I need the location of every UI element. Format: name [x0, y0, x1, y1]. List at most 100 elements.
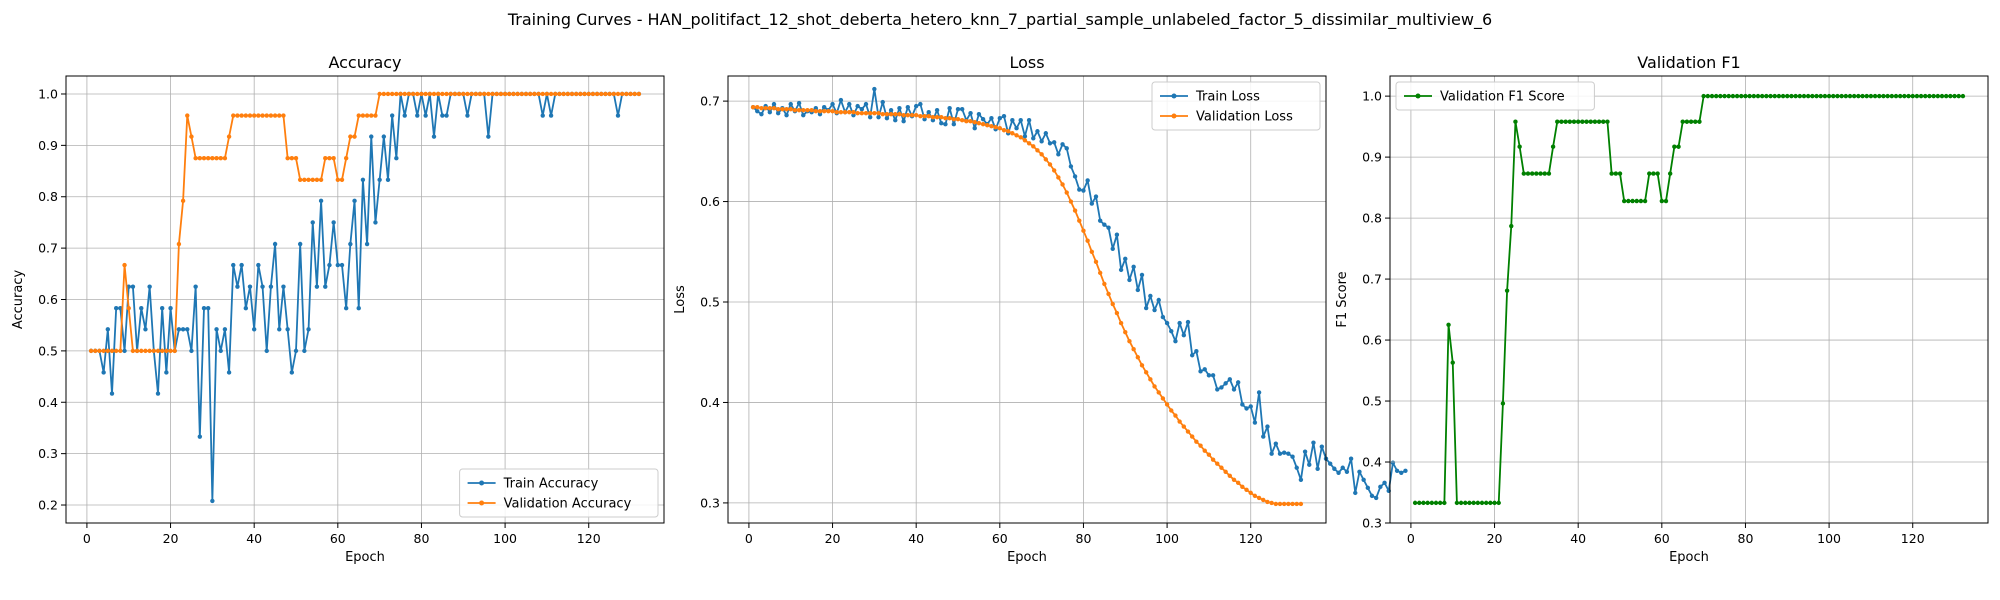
- data-point: [1106, 291, 1111, 297]
- data-point: [1010, 131, 1015, 136]
- data-point: [1031, 136, 1036, 141]
- x-tick-label: 100: [1155, 531, 1179, 546]
- data-point: [147, 284, 152, 289]
- data-point: [1500, 401, 1506, 406]
- data-point: [750, 104, 756, 110]
- data-point: [1801, 93, 1807, 99]
- data-point: [780, 106, 785, 112]
- data-point: [884, 115, 890, 121]
- data-point: [1189, 353, 1195, 358]
- data-point: [218, 348, 223, 354]
- data-point: [1642, 198, 1648, 204]
- data-point: [1001, 128, 1007, 133]
- data-point: [1759, 93, 1765, 99]
- data-point: [1336, 470, 1341, 475]
- data-point: [540, 113, 545, 118]
- legend-label: Train Accuracy: [503, 477, 599, 492]
- data-point: [1713, 93, 1719, 99]
- data-point: [189, 348, 194, 354]
- data-point: [385, 91, 391, 97]
- data-point: [1517, 144, 1522, 149]
- data-point: [951, 116, 957, 122]
- data-point: [348, 241, 353, 247]
- data-point: [913, 112, 919, 118]
- data-point: [1956, 93, 1961, 99]
- y-tick-label: 1.0: [1362, 89, 1382, 104]
- data-point: [164, 348, 169, 354]
- data-point: [1210, 373, 1216, 378]
- data-point: [1609, 171, 1614, 176]
- data-point: [1680, 119, 1685, 124]
- data-point: [590, 91, 596, 97]
- data-point: [402, 113, 407, 118]
- legend-box: [1395, 81, 1595, 111]
- data-point: [1269, 451, 1274, 456]
- data-point: [1231, 477, 1237, 483]
- data-point: [792, 107, 798, 113]
- data-point: [909, 112, 915, 118]
- data-point: [801, 112, 806, 118]
- data-point: [1081, 188, 1086, 193]
- data-point: [972, 120, 977, 125]
- data-point: [934, 114, 940, 120]
- data-point: [168, 348, 173, 354]
- data-point: [1035, 129, 1040, 134]
- axes-frame: [727, 75, 1327, 524]
- data-point: [1369, 493, 1375, 499]
- data-point: [285, 327, 290, 332]
- data-point: [1885, 93, 1890, 99]
- y-tick-label: 0.7: [38, 241, 58, 256]
- data-point: [260, 113, 265, 118]
- data-point: [1550, 144, 1556, 149]
- data-point: [1651, 171, 1656, 176]
- data-point: [1332, 466, 1337, 471]
- data-point: [1169, 408, 1174, 413]
- data-point: [118, 348, 123, 354]
- data-point: [939, 121, 944, 126]
- data-point: [189, 134, 194, 139]
- data-point: [1663, 198, 1669, 204]
- y-axis-label: Loss: [673, 285, 688, 314]
- data-point: [1261, 434, 1266, 439]
- data-point: [176, 327, 182, 332]
- data-point: [1294, 501, 1299, 507]
- data-point: [1265, 424, 1270, 429]
- data-point: [1185, 429, 1191, 434]
- data-point: [1056, 152, 1061, 157]
- data-point: [759, 111, 764, 117]
- data-point: [339, 262, 345, 268]
- data-point: [880, 99, 885, 105]
- data-point: [343, 306, 349, 311]
- data-point: [1361, 477, 1366, 483]
- data-point: [1010, 118, 1015, 123]
- data-point: [1286, 501, 1291, 507]
- data-point: [1156, 297, 1161, 303]
- data-point: [532, 91, 537, 97]
- data-point: [1659, 198, 1665, 204]
- data-point: [327, 156, 332, 161]
- data-point: [1906, 93, 1911, 99]
- data-point: [603, 91, 608, 97]
- data-point: [134, 348, 140, 354]
- data-point: [1018, 135, 1023, 140]
- data-point: [486, 91, 491, 97]
- data-point: [310, 177, 315, 182]
- data-point: [126, 306, 131, 311]
- data-point: [389, 113, 395, 118]
- data-point: [1194, 439, 1199, 444]
- data-point: [1135, 355, 1141, 360]
- data-point: [1127, 338, 1132, 344]
- data-point: [1114, 232, 1120, 237]
- data-point: [1152, 384, 1157, 389]
- data-point: [1269, 500, 1274, 506]
- data-point: [1730, 93, 1736, 99]
- data-point: [1135, 287, 1141, 293]
- data-point: [1235, 380, 1241, 385]
- data-point: [293, 348, 299, 354]
- data-point: [1479, 500, 1485, 506]
- data-point: [210, 498, 215, 504]
- data-point: [1394, 468, 1400, 473]
- data-point: [515, 91, 520, 97]
- data-point: [1425, 500, 1430, 506]
- data-point: [402, 91, 407, 97]
